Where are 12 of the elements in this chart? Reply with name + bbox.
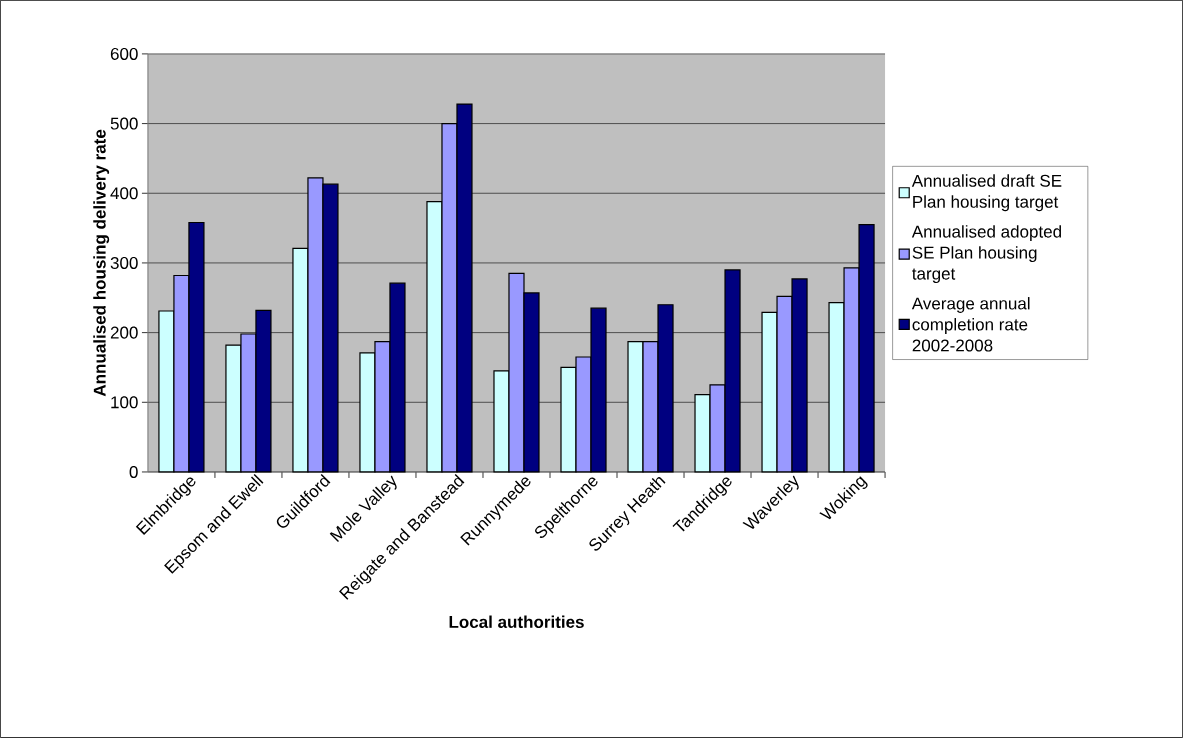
y-axis-title: Annualised housing delivery rate <box>93 129 110 397</box>
y-tick-label: 100 <box>111 396 138 409</box>
legend-label: Annualised draft SE Plan housing target <box>911 174 1062 212</box>
y-tick-label: 300 <box>110 256 138 270</box>
y-tick-label: 600 <box>110 47 138 60</box>
legend-label: Average annual completion rate 2002-2008 <box>911 297 1030 352</box>
y-tick-label: 400 <box>110 187 138 200</box>
x-axis-title: Local authorities <box>449 615 584 629</box>
y-tick-label: 200 <box>110 326 138 339</box>
legend-label: Annualised adopted SE Plan housing target <box>911 225 1061 284</box>
y-tick-label: 0 <box>129 465 138 479</box>
y-tick-label: 500 <box>110 117 138 130</box>
